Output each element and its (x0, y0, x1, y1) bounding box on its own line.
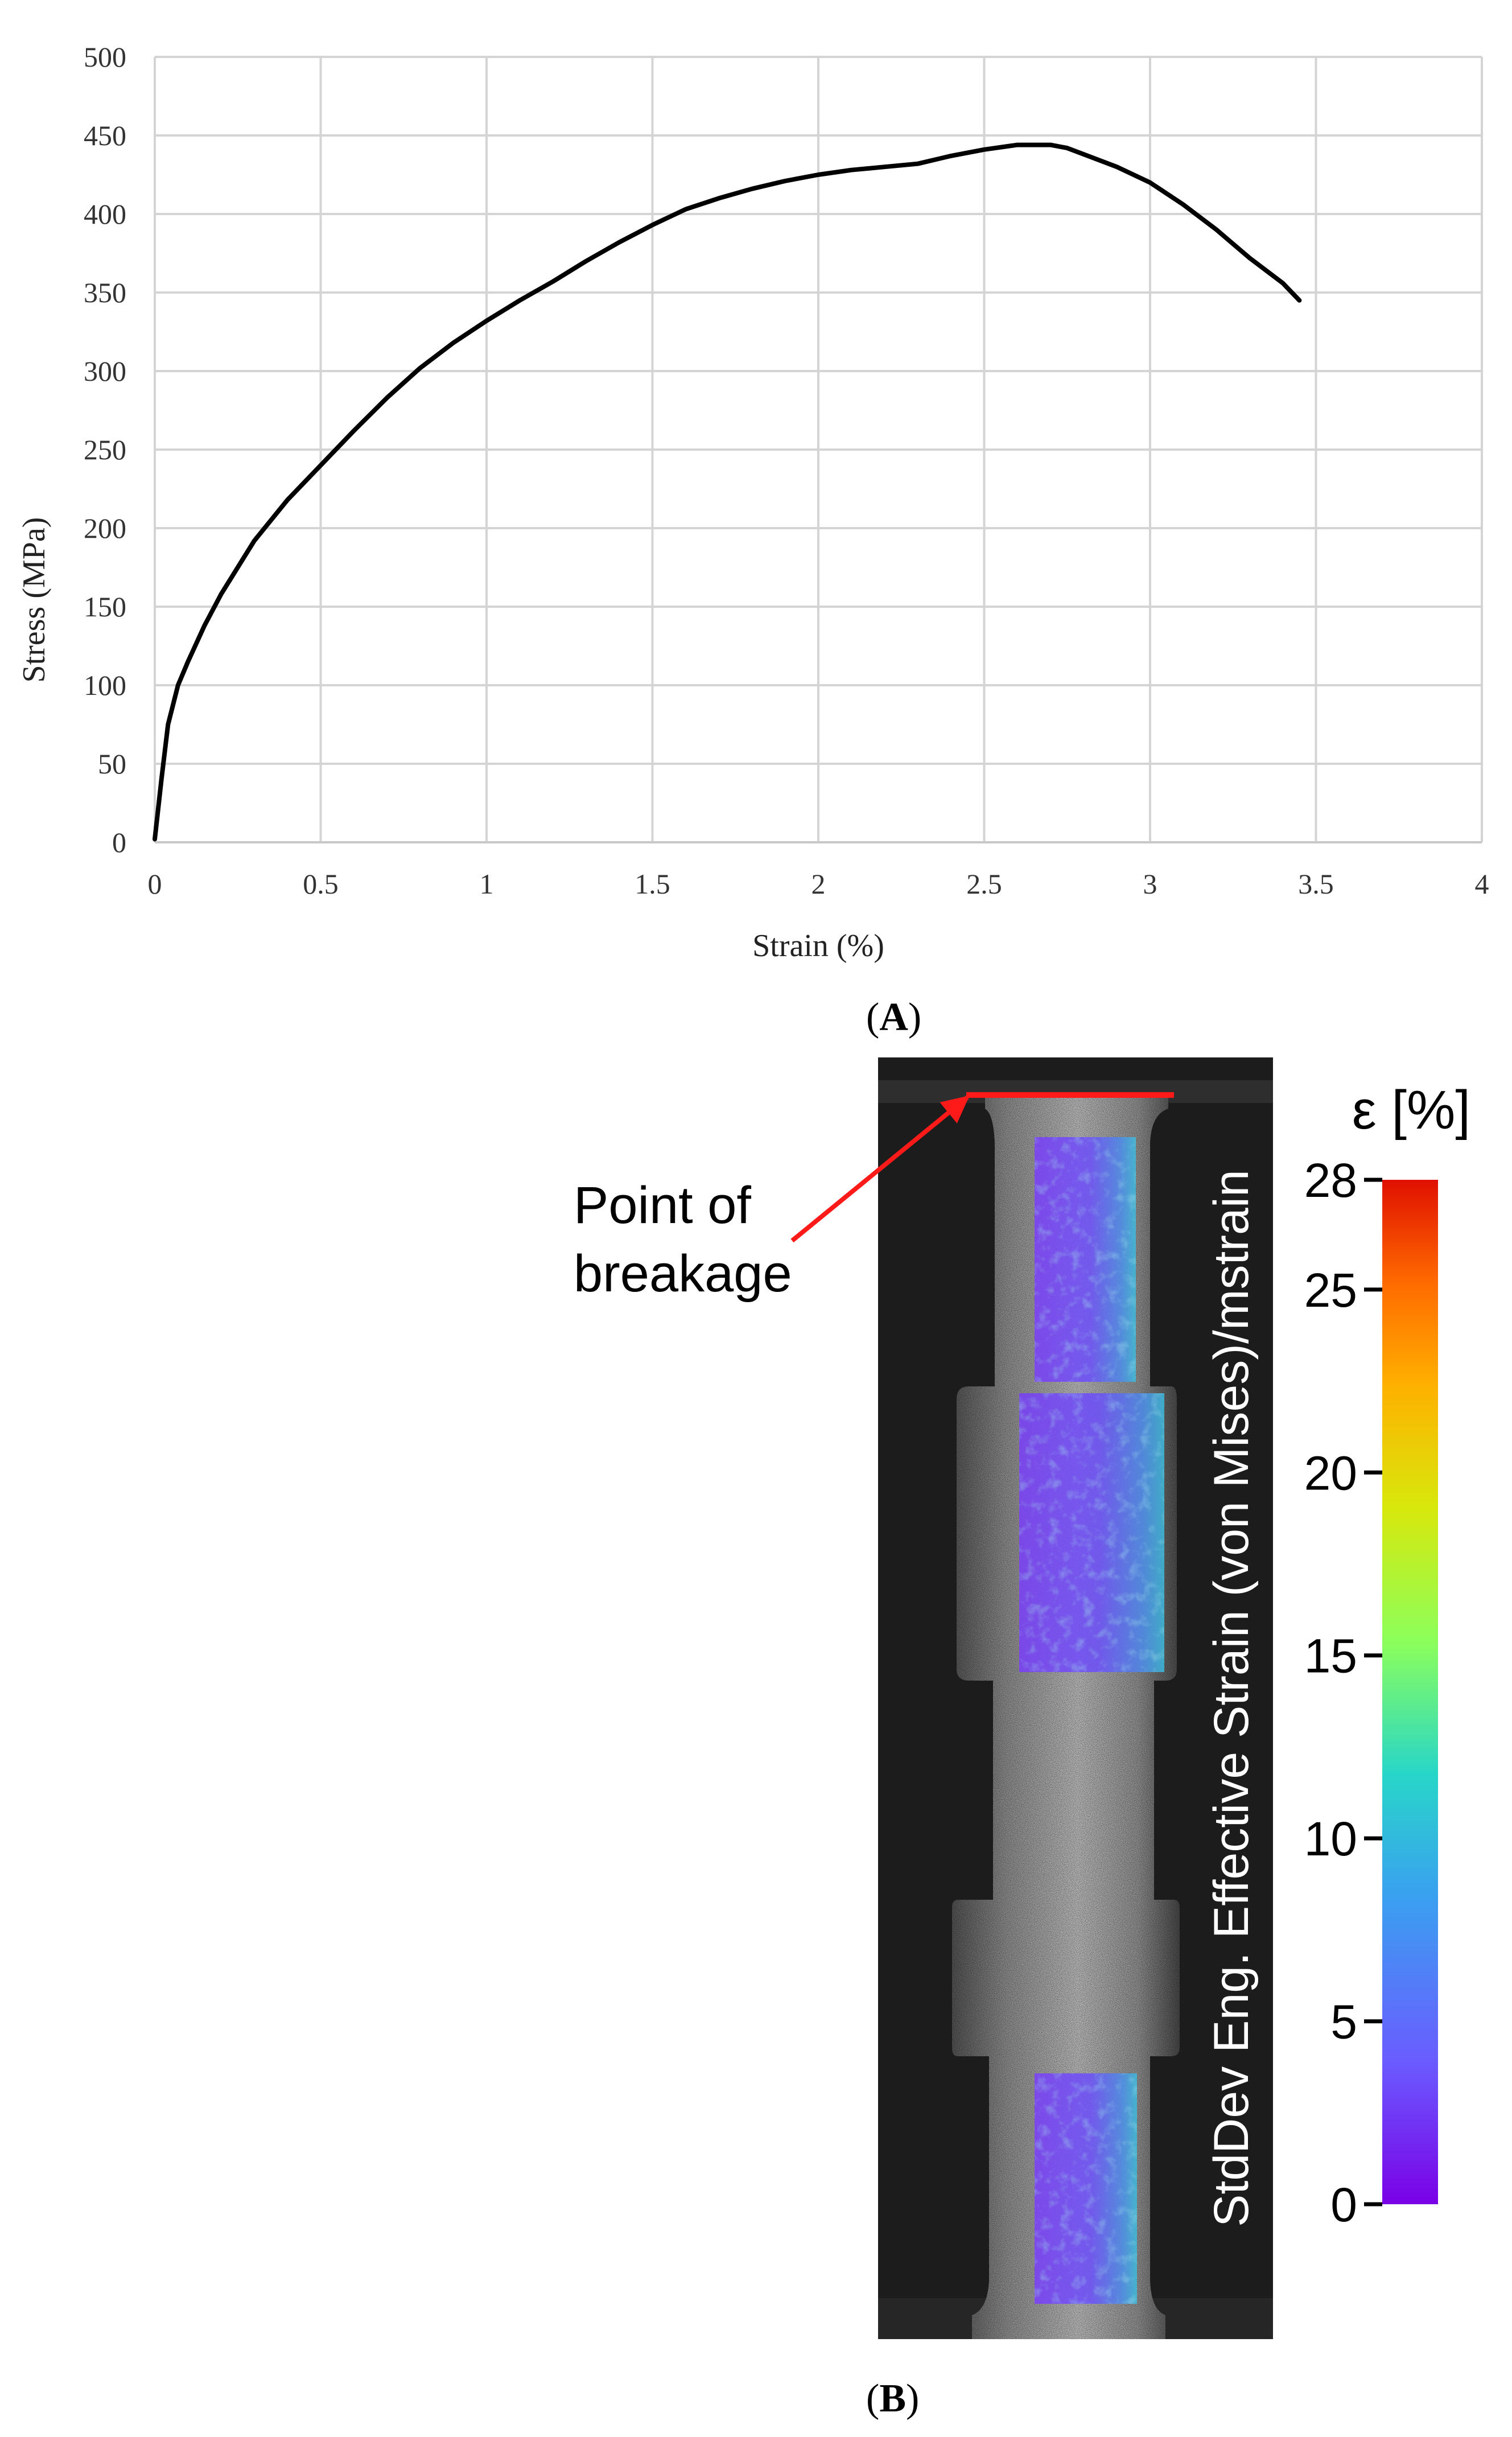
y-tick-label: 350 (84, 277, 126, 308)
y-tick-label: 450 (84, 120, 126, 151)
chart-grid (154, 56, 1483, 843)
strain-colorbar: ε [%] 28 25 20 15 10 5 0 (1304, 1080, 1471, 2232)
y-tick-label: 100 (84, 669, 126, 701)
annotation-line-2: breakage (574, 1245, 792, 1303)
x-tick-label: 2 (811, 868, 826, 900)
specimen-body (952, 1094, 1180, 2339)
y-tick-label: 250 (84, 434, 126, 466)
y-tick-label: 0 (112, 826, 126, 858)
x-tick-label: 0.5 (303, 868, 339, 900)
colorbar-title: ε [%] (1352, 1080, 1470, 1141)
series-line-0 (153, 142, 1302, 842)
y-axis-label: Stress (MPa) (17, 517, 52, 683)
colorbar-ticks: 28 25 20 15 10 5 0 (1304, 1154, 1382, 2232)
colorbar-tick-label: 10 (1304, 1812, 1357, 1866)
x-axis-label: Strain (%) (752, 928, 884, 964)
y-tick-label: 400 (84, 198, 126, 230)
stress-strain-chart: 0 0.5 1 1.5 2 2.5 3 3.5 4 0 50 100 150 200 250 300 350 40… (17, 41, 1489, 964)
colorbar-tick-label: 25 (1304, 1263, 1357, 1317)
x-tick-label: 1.5 (635, 868, 670, 900)
x-tick-label: 3.5 (1298, 868, 1334, 900)
overlay-title: StdDev Eng. Effective Strain (von Mises)… (1204, 1170, 1259, 2227)
colorbar-tick-label: 20 (1304, 1446, 1357, 1500)
x-tick-label: 3 (1143, 868, 1157, 900)
y-tick-label: 300 (84, 355, 126, 387)
colorbar-tick-label: 28 (1304, 1154, 1357, 1207)
panel-label-b: (B) (866, 2377, 920, 2420)
chart-tick-labels: 0 0.5 1 1.5 2 2.5 3 3.5 4 0 50 100 150 200 250 300 350 40… (84, 41, 1489, 900)
colorbar-tick-label: 5 (1330, 1995, 1357, 2049)
annotation-line-1: Point of (574, 1176, 751, 1234)
x-tick-label: 0 (148, 868, 162, 900)
y-tick-label: 200 (84, 512, 126, 544)
chart-series (153, 142, 1302, 842)
x-tick-label: 1 (480, 868, 494, 900)
panel-label-a: (A) (866, 995, 922, 1039)
breakage-annotation: Point of breakage (574, 1171, 792, 1308)
y-tick-label: 150 (84, 591, 126, 623)
specimen-photo: StdDev Eng. Effective Strain (von Mises)… (878, 1057, 1273, 2339)
x-tick-label: 2.5 (966, 868, 1002, 900)
colorbar-tick-label: 15 (1304, 1629, 1357, 1683)
colorbar-tick-label: 0 (1330, 2178, 1357, 2232)
colorbar-gradient (1382, 1180, 1438, 2204)
y-tick-label: 500 (84, 41, 126, 73)
x-tick-label: 4 (1475, 868, 1489, 900)
y-tick-label: 50 (98, 748, 126, 780)
